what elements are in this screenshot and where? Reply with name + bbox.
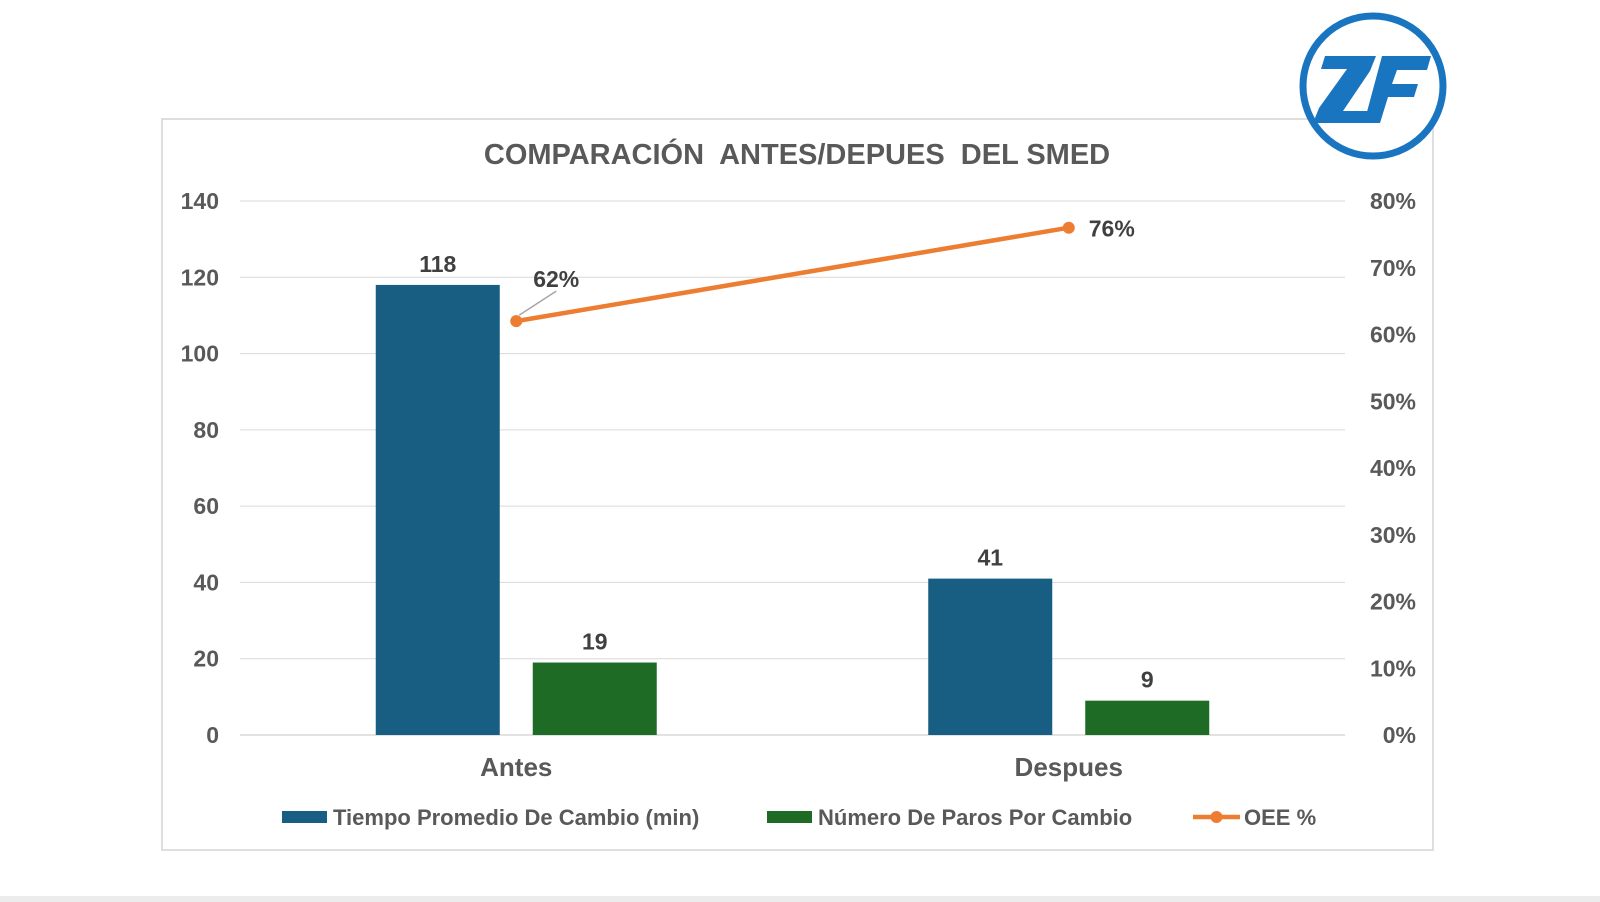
oee-leader-line	[518, 290, 557, 316]
x-tick-label: Antes	[480, 752, 552, 782]
bar	[928, 578, 1053, 735]
chart-title: COMPARACIÓN ANTES/DEPUES DEL SMED	[484, 137, 1110, 171]
y-right-tick-label: 40%	[1370, 455, 1416, 481]
oee-data-label: 76%	[1089, 216, 1135, 242]
chart-frame	[161, 118, 1434, 851]
y-left-tick-label: 120	[181, 264, 219, 290]
y-right-tick-label: 0%	[1383, 722, 1416, 748]
y-right-tick-label: 70%	[1370, 255, 1416, 281]
y-left-tick-label: 80	[193, 417, 219, 443]
bottom-strip	[0, 896, 1600, 902]
legend-label: Número De Paros Por Cambio	[818, 805, 1132, 830]
y-right-tick-label: 60%	[1370, 322, 1416, 348]
oee-data-label: 62%	[533, 266, 579, 292]
bar-data-label: 9	[1141, 667, 1154, 693]
y-left-tick-label: 0	[206, 722, 219, 748]
y-right-tick-label: 50%	[1370, 388, 1416, 414]
bar-data-label: 118	[419, 251, 456, 277]
y-left-tick-label: 140	[181, 188, 219, 214]
y-left-tick-label: 100	[181, 341, 219, 367]
legend-marker	[1210, 811, 1223, 823]
y-right-tick-label: 80%	[1370, 188, 1416, 214]
legend-label: Tiempo Promedio De Cambio (min)	[333, 805, 699, 830]
x-axis: Antes Despues	[480, 752, 1123, 782]
legend: Tiempo Promedio De Cambio (min) Número De…	[282, 805, 1316, 830]
bar	[532, 662, 657, 735]
y-left-tick-label: 60	[193, 493, 219, 519]
zf-logo	[1299, 12, 1447, 160]
y-axis-left: 0 20 40 60 80 100 120 140	[181, 188, 219, 748]
oee-series: 62% 76%	[510, 216, 1135, 328]
y-left-tick-label: 40	[193, 569, 219, 595]
bar	[1085, 700, 1210, 735]
y-left-tick-label: 20	[193, 646, 219, 672]
oee-point	[1062, 221, 1075, 234]
x-tick-label: Despues	[1015, 752, 1123, 782]
legend-swatch	[282, 811, 327, 823]
oee-line	[515, 225, 1070, 324]
bar	[375, 284, 500, 735]
bar-data-label: 41	[977, 545, 1003, 571]
bars: 118 19 41 9	[375, 251, 1210, 735]
y-right-tick-label: 30%	[1370, 522, 1416, 548]
legend-item: OEE %	[1193, 805, 1316, 830]
legend-item: Número De Paros Por Cambio	[767, 805, 1132, 830]
legend-label: OEE %	[1244, 805, 1316, 830]
y-axis-right: 0% 10% 20% 30% 40% 50% 60% 70% 80%	[1370, 188, 1416, 748]
oee-point	[510, 315, 523, 328]
legend-item: Tiempo Promedio De Cambio (min)	[282, 805, 699, 830]
legend-swatch	[767, 811, 812, 823]
y-right-tick-label: 20%	[1370, 589, 1416, 615]
y-right-tick-label: 10%	[1370, 655, 1416, 681]
bar-data-label: 19	[582, 629, 608, 655]
